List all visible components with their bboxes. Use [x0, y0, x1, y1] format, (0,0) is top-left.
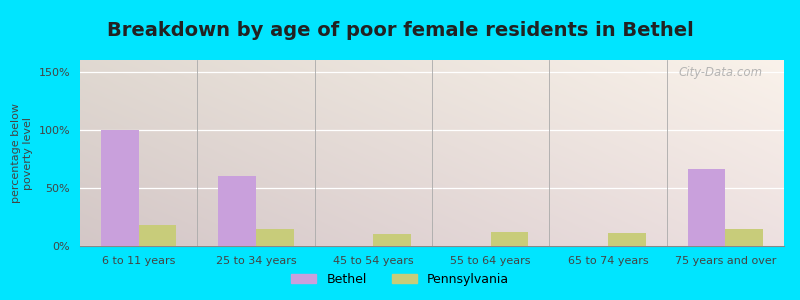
Bar: [608, 233, 646, 246]
Bar: [218, 176, 256, 246]
Legend: Bethel, Pennsylvania: Bethel, Pennsylvania: [286, 268, 514, 291]
Bar: [256, 229, 294, 246]
Bar: [688, 169, 726, 246]
Bar: [726, 229, 763, 246]
Bar: [374, 234, 411, 246]
Text: Breakdown by age of poor female residents in Bethel: Breakdown by age of poor female resident…: [106, 21, 694, 40]
Bar: [490, 232, 528, 246]
Y-axis label: percentage below
poverty level: percentage below poverty level: [11, 103, 33, 203]
Bar: [101, 130, 138, 246]
Bar: [138, 225, 176, 246]
Text: City-Data.com: City-Data.com: [678, 66, 763, 79]
